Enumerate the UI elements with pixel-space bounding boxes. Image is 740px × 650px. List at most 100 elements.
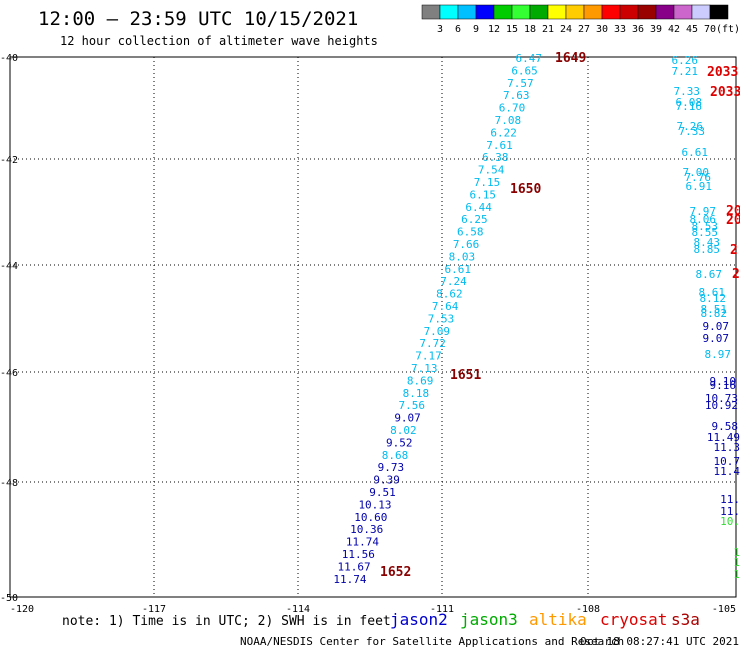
legend-swatch (709, 4, 729, 20)
legend-tick-label: 70 (704, 24, 716, 35)
pass-track-a: 6.476.657.577.636.707.086.227.616.387.54… (333, 51, 586, 586)
wave-height-value: 11.74 (333, 573, 366, 586)
wave-height-value: 9.39 (373, 474, 400, 487)
lon-label: -111 (430, 604, 454, 615)
pass-time-label: 1649 (555, 51, 586, 66)
wave-height-value: 7.63 (503, 89, 530, 102)
legend-swatch (691, 4, 711, 20)
wave-height-value: 6.91 (686, 180, 713, 193)
wave-height-value: 8.97 (705, 348, 732, 361)
wave-height-value: 7.97 (690, 205, 717, 218)
wave-height-value: 6.38 (482, 151, 509, 164)
legend-swatch (493, 4, 513, 20)
pass-time-label: 20 (726, 204, 740, 219)
wave-height-value: 9.16 (710, 379, 737, 392)
legend-swatch (475, 4, 495, 20)
wave-height-value: 10. (720, 515, 740, 528)
lat-label: -50 (0, 593, 18, 604)
wave-height-value: 8.69 (407, 374, 434, 387)
wave-height-value: 1 (733, 568, 740, 581)
wave-height-value: 11.74 (346, 536, 379, 549)
wave-height-value: 1 (733, 556, 740, 569)
pass-time-label: 2033 (707, 65, 738, 80)
wave-height-value: 9.07 (703, 320, 730, 333)
wave-height-value: 8.55 (692, 226, 719, 239)
color-legend: 3 6 9 12 15 18 21 24 27 30 33 36 39 42 45 70 (ft) (421, 4, 740, 35)
wave-height-value: 8.43 (694, 236, 721, 249)
legend-swatch (439, 4, 459, 20)
wave-height-value: 11. (720, 493, 740, 506)
wave-height-value: 7.53 (428, 312, 455, 325)
wave-height-value: 7.57 (507, 77, 534, 90)
wave-height-value: 9.10 (710, 375, 737, 388)
wave-height-value: 9.73 (378, 461, 405, 474)
satellite-name: s3a (671, 610, 700, 629)
wave-height-value: 6.58 (457, 226, 484, 239)
legend-swatch (421, 4, 441, 20)
legend-swatch (601, 4, 621, 20)
legend-swatch (565, 4, 585, 20)
wave-height-value: 8.61 (699, 286, 726, 299)
wave-height-value: 8.62 (436, 288, 463, 301)
wave-height-value: 6.47 (516, 52, 543, 65)
lat-label: -42 (0, 155, 18, 166)
wave-height-value: 10.7 (714, 455, 740, 468)
wave-height-value: 9.51 (369, 486, 396, 499)
legend-tick-label: 18 (524, 24, 536, 35)
pass-track-b: 6.267.217.336.087.167.267.336.617.007.76… (672, 54, 740, 581)
wave-height-value: 7.16 (676, 100, 703, 113)
legend-tick-label: 30 (596, 24, 608, 35)
legend-swatch (547, 4, 567, 20)
wave-height-value: 7.17 (415, 350, 442, 363)
satellite-name: jason3 (460, 610, 518, 629)
pass-time-label: 20 (726, 213, 740, 228)
legend-tick-label: 15 (506, 24, 518, 35)
wave-height-value: 7.72 (419, 337, 446, 350)
wave-height-value: 11.49 (707, 431, 740, 444)
wave-height-value: 8.18 (403, 387, 430, 400)
wave-height-value: 6.44 (465, 201, 492, 214)
legend-swatch (511, 4, 531, 20)
wave-height-value: 9.52 (386, 436, 413, 449)
legend-tick-label: 27 (578, 24, 590, 35)
wave-height-value: 11. (720, 505, 740, 518)
wave-height-value: 7.21 (672, 65, 699, 78)
lon-label: -105 (712, 604, 736, 615)
lat-label: -48 (0, 478, 18, 489)
legend-tick-label: 39 (650, 24, 662, 35)
wave-height-value: 6.08 (676, 96, 703, 109)
legend-swatch (619, 4, 639, 20)
wave-height-value: 7.15 (474, 176, 501, 189)
map-title: 12:00 – 23:59 UTC 10/15/2021 (38, 8, 358, 30)
legend-swatch (583, 4, 603, 20)
wave-height-value: 10.36 (350, 523, 383, 536)
lat-label: -40 (0, 53, 18, 64)
wave-height-value: 7.09 (424, 325, 451, 338)
pass-time-label: 1650 (510, 182, 541, 197)
pass-time-label: 1652 (380, 565, 411, 580)
lon-label: -120 (10, 604, 34, 615)
graticule (10, 57, 736, 597)
satellite-name: cryosat (600, 610, 667, 629)
wave-height-value: 6.65 (511, 64, 538, 77)
pass-time-label: 2 (732, 267, 740, 282)
wave-height-value: 10.92 (705, 399, 738, 412)
wave-height-value: 6.15 (470, 188, 497, 201)
wave-height-value: 10.60 (354, 511, 387, 524)
wave-height-value: 8.82 (701, 307, 728, 320)
legend-tick-label: 12 (488, 24, 500, 35)
wave-height-value: 7.66 (453, 238, 480, 251)
wave-height-value: 6.61 (444, 263, 471, 276)
legend-tick-label: 9 (473, 24, 479, 35)
wave-height-value: 10.13 (358, 498, 391, 511)
wave-height-value: 8.12 (700, 292, 727, 305)
lat-label: -44 (0, 261, 18, 272)
pass-time-label: 2033 (710, 85, 740, 100)
legend-tick-label: 42 (668, 24, 680, 35)
wave-height-value: 6.70 (499, 102, 526, 115)
satellite-legend: jason2 jason3 altika cryosat s3a (390, 610, 700, 629)
longitude-labels: -120 -117 -114 -111 -108 -105 (10, 604, 736, 615)
wave-height-value: 11.3 (714, 441, 740, 454)
legend-tick-label: 45 (686, 24, 698, 35)
